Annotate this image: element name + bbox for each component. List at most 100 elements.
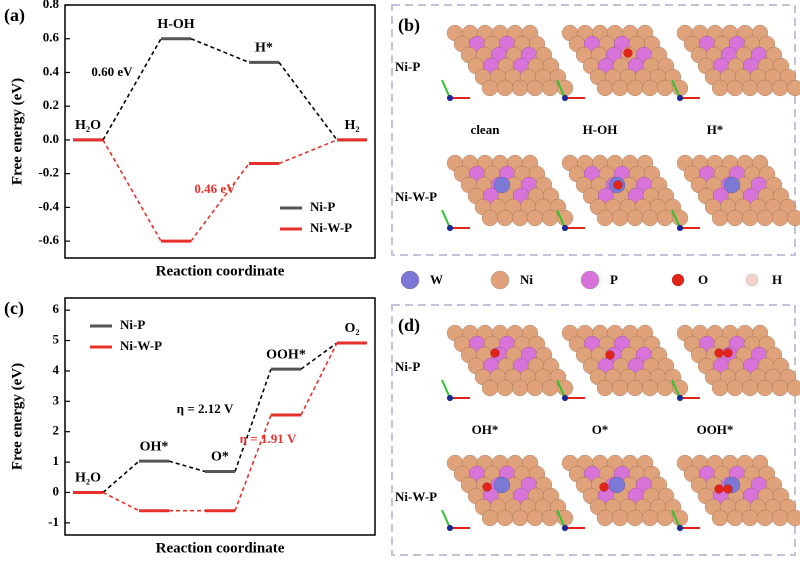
atom xyxy=(608,476,626,494)
axis-arrow xyxy=(671,79,681,99)
atom xyxy=(446,524,454,532)
atom xyxy=(511,509,529,527)
atom xyxy=(771,379,789,397)
atom xyxy=(656,509,674,527)
y-tick-label: 5 xyxy=(53,332,60,347)
atom xyxy=(676,394,684,402)
atom xyxy=(511,79,529,97)
y-tick-label: 0.6 xyxy=(43,30,60,45)
caption: O* xyxy=(592,422,609,437)
connector xyxy=(102,491,140,512)
atom xyxy=(786,379,800,397)
atom xyxy=(541,79,559,97)
atom xyxy=(526,509,544,527)
axis-arrow xyxy=(556,509,566,529)
y-tick-label: 2 xyxy=(53,423,60,438)
y-tick-label: 0 xyxy=(53,483,60,498)
connector xyxy=(102,38,162,141)
state-label: O* xyxy=(211,450,229,465)
atom xyxy=(626,379,644,397)
atom xyxy=(611,209,629,227)
atom xyxy=(496,79,514,97)
atom xyxy=(605,350,615,360)
atom xyxy=(599,482,609,492)
atom xyxy=(771,79,789,97)
atom xyxy=(493,476,511,494)
connector xyxy=(278,139,338,165)
state-label: OH* xyxy=(140,439,169,454)
atom xyxy=(561,224,569,232)
panel-label: (d) xyxy=(398,315,420,336)
atom xyxy=(541,379,559,397)
atom xyxy=(596,509,614,527)
atom xyxy=(726,379,744,397)
y-tick-label: 0.8 xyxy=(43,0,60,11)
axis-arrow xyxy=(671,509,681,529)
atom xyxy=(641,209,659,227)
atom xyxy=(626,509,644,527)
caption: H* xyxy=(707,122,724,137)
y-tick-label: 0.2 xyxy=(43,97,59,112)
y-tick-label: -0.4 xyxy=(38,198,59,213)
row-label: Ni-P xyxy=(395,359,420,374)
x-axis-label: Reaction coordinate xyxy=(156,263,285,279)
atom xyxy=(556,509,574,527)
state-label: H-OH xyxy=(157,17,194,32)
atom xyxy=(446,224,454,232)
atom xyxy=(511,379,529,397)
annotation: η = 1.91 V xyxy=(240,431,297,446)
caption: H-OH xyxy=(583,122,618,137)
panel-label: (c) xyxy=(4,298,24,319)
x-axis-label: Reaction coordinate xyxy=(156,540,285,556)
element-label: O xyxy=(698,272,708,287)
panel-border xyxy=(391,4,796,256)
connector xyxy=(102,460,140,494)
y-tick-label: -0.6 xyxy=(38,232,59,247)
state-label: H₂ xyxy=(344,118,359,133)
connector xyxy=(234,414,272,511)
y-tick-label: 3 xyxy=(53,392,60,407)
atom xyxy=(481,209,499,227)
atom xyxy=(714,348,724,358)
element-label: P xyxy=(610,272,618,287)
atom xyxy=(741,509,759,527)
atom xyxy=(511,209,529,227)
element-label: Ni xyxy=(520,272,533,287)
atom xyxy=(671,209,689,227)
atom xyxy=(711,79,729,97)
y-tick-label: 6 xyxy=(53,301,60,316)
atom xyxy=(741,79,759,97)
state-label: O₂ xyxy=(344,321,359,336)
atom xyxy=(656,209,674,227)
atom xyxy=(596,79,614,97)
atom xyxy=(596,379,614,397)
y-tick-label: 0.4 xyxy=(43,63,60,78)
atom xyxy=(541,209,559,227)
connector xyxy=(300,342,338,416)
atom xyxy=(641,509,659,527)
atom xyxy=(656,79,674,97)
atom xyxy=(786,509,800,527)
atom xyxy=(771,209,789,227)
axis-arrow xyxy=(556,79,566,99)
connector xyxy=(102,139,162,242)
y-tick-label: -0.2 xyxy=(38,165,59,180)
y-tick-label: 0.0 xyxy=(43,131,59,146)
atom xyxy=(726,79,744,97)
atom xyxy=(561,94,569,102)
connector xyxy=(190,163,250,242)
caption: OOH* xyxy=(697,422,734,437)
legend-label: Ni-W-P xyxy=(120,338,162,353)
plot-frame xyxy=(64,4,376,259)
axis-arrow xyxy=(671,209,681,229)
atom xyxy=(561,394,569,402)
atom xyxy=(400,270,420,290)
atom xyxy=(723,348,733,358)
atom xyxy=(786,209,800,227)
atom xyxy=(756,79,774,97)
atom xyxy=(671,509,689,527)
atom xyxy=(711,379,729,397)
axis-arrow xyxy=(556,209,566,229)
atom xyxy=(482,482,492,492)
atom xyxy=(481,79,499,97)
